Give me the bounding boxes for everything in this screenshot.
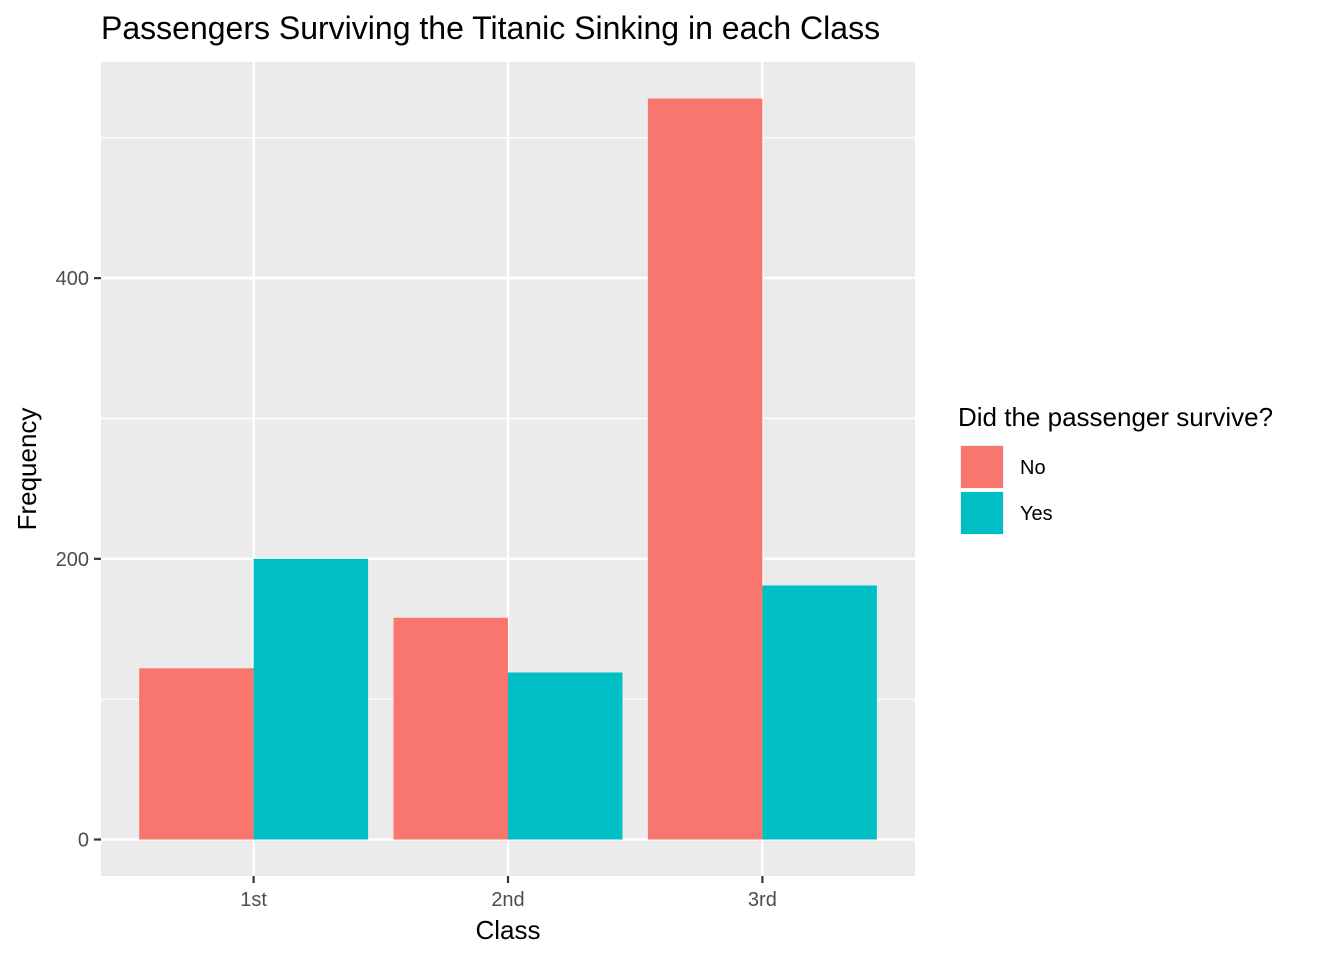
legend-label: No [1020, 457, 1046, 479]
y-tick-label: 200 [56, 549, 89, 571]
x-tick-label: 3rd [748, 889, 777, 911]
x-tick-label: 2nd [491, 889, 524, 911]
x-tick-label: 1st [240, 889, 267, 911]
y-axis: 0 200 400 [56, 268, 101, 852]
bar-1st-yes [253, 558, 369, 840]
bar-3rd-yes [762, 585, 877, 840]
legend-label: Yes [1020, 503, 1053, 525]
bars [139, 98, 877, 840]
legend-title: Did the passenger survive? [958, 402, 1273, 432]
y-axis-title: Frequency [12, 408, 42, 531]
y-tick-label: 0 [78, 830, 89, 852]
chart-title: Passengers Surviving the Titanic Sinking… [101, 10, 880, 46]
bar-3rd-no [647, 98, 763, 840]
legend-swatch-yes [961, 492, 1003, 534]
x-axis: 1st 2nd 3rd [240, 876, 777, 911]
legend-swatch-no [961, 446, 1003, 488]
legend: Did the passenger survive? No Yes [958, 402, 1273, 535]
y-tick-label: 400 [56, 268, 89, 290]
bar-2nd-yes [508, 672, 623, 840]
bar-2nd-no [393, 617, 508, 840]
x-axis-title: Class [475, 915, 540, 945]
bar-1st-no [139, 668, 254, 840]
